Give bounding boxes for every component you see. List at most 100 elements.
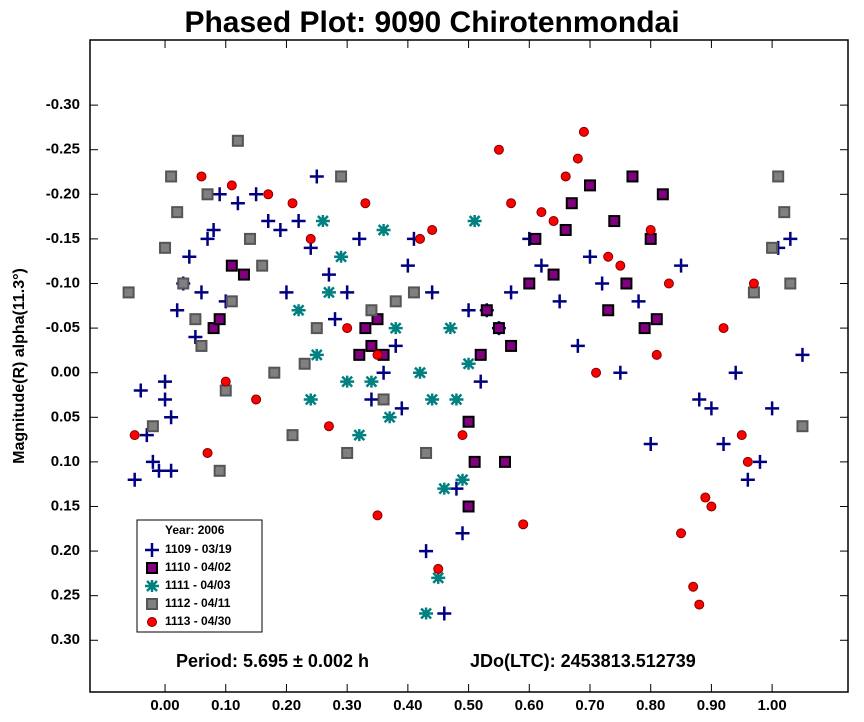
plus-marker <box>674 258 689 273</box>
plus-marker <box>692 392 707 407</box>
circle-marker <box>372 349 383 360</box>
square-marker <box>213 313 226 326</box>
plus-marker <box>352 231 367 246</box>
square-marker <box>505 339 518 352</box>
square-marker <box>608 215 621 228</box>
asterisk-marker <box>443 322 458 335</box>
plus-marker <box>765 401 780 416</box>
plus-marker <box>643 437 658 452</box>
circle-marker <box>536 207 547 218</box>
square-marker <box>171 206 184 219</box>
square-marker <box>650 313 663 326</box>
legend-marker <box>145 580 159 592</box>
square-marker <box>523 277 536 290</box>
asterisk-marker <box>449 393 464 406</box>
y-tick-label: 0.05 <box>51 408 80 425</box>
y-tick-label: 0.15 <box>51 497 80 514</box>
square-marker <box>407 286 420 299</box>
plus-marker <box>212 187 227 202</box>
square-marker <box>195 339 208 352</box>
plus-marker <box>795 347 810 362</box>
circle-marker <box>202 447 213 458</box>
square-marker <box>547 268 560 281</box>
asterisk-marker <box>334 250 349 263</box>
plus-marker <box>158 392 173 407</box>
y-tick-label: -0.10 <box>46 274 80 291</box>
square-marker <box>644 232 657 245</box>
plus-marker <box>455 526 470 541</box>
circle-marker <box>742 456 753 467</box>
square-marker <box>225 259 238 272</box>
square-marker <box>207 322 220 335</box>
asterisk-marker <box>467 215 482 228</box>
plus-marker <box>230 196 245 211</box>
plus-marker <box>170 303 185 318</box>
asterisk-marker <box>437 482 452 495</box>
legend-label: 1113 - 04/30 <box>165 614 231 628</box>
plus-marker <box>728 365 743 380</box>
plus-marker <box>291 214 306 229</box>
circle-marker <box>688 581 699 592</box>
asterisk-marker <box>291 304 306 317</box>
circle-marker <box>457 430 468 441</box>
square-marker <box>784 277 797 290</box>
circle-marker <box>645 224 656 235</box>
plus-marker <box>400 258 415 273</box>
asterisk-marker <box>413 366 428 379</box>
legend-title: Year: 2006 <box>165 523 225 537</box>
legend-marker <box>146 598 158 610</box>
circle-marker <box>518 519 529 530</box>
circle-marker <box>129 430 140 441</box>
y-tick-label: -0.20 <box>46 185 80 202</box>
circle-marker <box>615 260 626 271</box>
plus-marker <box>425 285 440 300</box>
square-marker <box>310 322 323 335</box>
square-marker <box>244 232 257 245</box>
square-marker <box>213 464 226 477</box>
square-marker <box>778 206 791 219</box>
square-marker <box>359 322 372 335</box>
square-marker <box>177 277 190 290</box>
square-marker <box>529 232 542 245</box>
plus-marker <box>188 330 203 345</box>
plus-marker <box>704 401 719 416</box>
square-marker <box>420 446 433 459</box>
circle-marker <box>323 421 334 432</box>
legend-marker <box>146 562 158 574</box>
x-tick-label: 0.00 <box>150 697 179 714</box>
circle-marker <box>694 599 705 610</box>
circle-marker <box>287 198 298 209</box>
circle-marker <box>676 528 687 539</box>
x-tick-label: 0.90 <box>697 697 726 714</box>
y-tick-label: 0.20 <box>51 542 80 559</box>
plus-marker <box>388 338 403 353</box>
square-marker <box>201 188 214 201</box>
asterisk-marker <box>455 473 470 486</box>
circle-marker <box>226 180 237 191</box>
square-marker <box>225 295 238 308</box>
plus-marker <box>752 454 767 469</box>
asterisk-marker <box>425 393 440 406</box>
legend-label: 1112 - 04/11 <box>165 596 231 610</box>
plus-marker <box>273 222 288 237</box>
asterisk-marker <box>376 223 391 236</box>
circle-marker <box>415 233 426 244</box>
square-marker <box>268 366 281 379</box>
y-tick-label: 0.30 <box>51 631 80 648</box>
legend-box <box>136 519 263 633</box>
y-tick-label: 0.00 <box>51 364 80 381</box>
circle-marker <box>220 376 231 387</box>
square-marker <box>766 241 779 254</box>
circle-marker <box>718 323 729 334</box>
plus-marker <box>321 267 336 282</box>
plus-marker <box>376 365 391 380</box>
plus-marker <box>139 428 154 443</box>
square-marker <box>371 313 384 326</box>
square-marker <box>462 415 475 428</box>
x-tick-label: 0.50 <box>454 697 483 714</box>
circle-marker <box>493 144 504 155</box>
plus-marker <box>582 249 597 264</box>
square-marker <box>626 170 639 183</box>
